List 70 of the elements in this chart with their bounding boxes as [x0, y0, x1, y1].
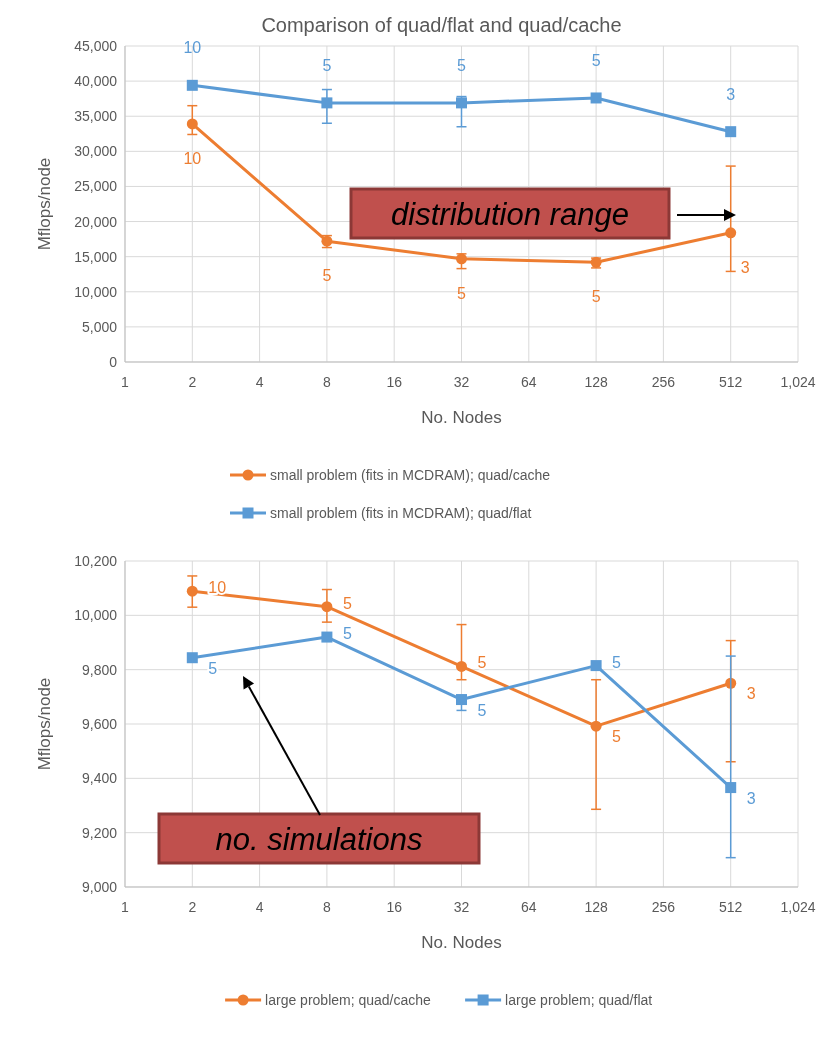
- y-tick-label: 40,000: [74, 73, 118, 90]
- annotation: 5: [342, 594, 352, 612]
- x-axis-title: No. Nodes: [421, 933, 502, 952]
- x-tick-label: 256: [651, 899, 676, 915]
- x-axis-title: No. Nodes: [421, 408, 502, 427]
- annotation: 10: [208, 579, 227, 597]
- x-tick-label: 512: [719, 899, 743, 915]
- y-axis-title: Mflops/node: [35, 157, 54, 251]
- y-tick-label: 5,000: [81, 318, 118, 335]
- annotation: 3: [726, 85, 736, 103]
- x-tick-label: 16: [386, 899, 403, 915]
- y-tick-label: 10,000: [74, 283, 118, 300]
- x-tick-label: 512: [719, 374, 743, 390]
- annotation: 5: [477, 654, 487, 672]
- x-tick-label: 1: [121, 374, 130, 390]
- annotation: 5: [457, 284, 467, 302]
- annotation: 5: [591, 288, 601, 306]
- y-tick-label: 9,000: [81, 879, 118, 895]
- annotation: distribution range: [391, 196, 629, 232]
- y-tick-label: 45,000: [74, 38, 118, 54]
- x-tick-label: 4: [255, 899, 264, 915]
- x-tick-label: 128: [584, 899, 608, 915]
- annotation: 5: [612, 653, 622, 671]
- annotation: 10: [183, 39, 202, 57]
- y-tick-label: 15,000: [74, 248, 118, 265]
- x-tick-label: 1,024: [780, 899, 816, 915]
- x-tick-label: 8: [323, 899, 331, 915]
- y-tick-label: 9,400: [81, 770, 118, 787]
- x-tick-label: 64: [521, 374, 537, 390]
- legend-label: large problem; quad/flat: [505, 992, 653, 1008]
- y-tick-label: 0: [109, 354, 118, 370]
- x-tick-label: 64: [521, 899, 537, 915]
- y-tick-label: 10,200: [74, 553, 118, 569]
- y-tick-label: 35,000: [74, 108, 118, 125]
- y-tick-label: 30,000: [74, 143, 118, 160]
- y-tick-label: 20,000: [74, 213, 118, 230]
- legend-label: large problem; quad/cache: [265, 992, 432, 1008]
- x-tick-label: 2: [188, 899, 197, 915]
- x-tick-label: 128: [584, 374, 608, 390]
- annotation: 3: [746, 685, 756, 703]
- legend-label: small problem (fits in MCDRAM); quad/cache: [270, 467, 551, 483]
- annotation: 5: [208, 659, 218, 677]
- legend-label: small problem (fits in MCDRAM); quad/flat: [270, 505, 532, 521]
- annotation: 5: [322, 267, 332, 285]
- y-axis-title: Mflops/node: [35, 677, 54, 771]
- annotation: 10: [183, 149, 202, 167]
- x-tick-label: 2: [188, 374, 197, 390]
- x-tick-label: 1,024: [780, 374, 816, 390]
- annotation: 5: [342, 625, 352, 643]
- annotation: 5: [457, 56, 467, 74]
- x-tick-label: 32: [453, 374, 470, 390]
- y-tick-label: 10,000: [74, 607, 118, 624]
- y-tick-label: 25,000: [74, 178, 118, 195]
- y-tick-label: 9,200: [81, 824, 118, 841]
- x-tick-label: 8: [323, 374, 331, 390]
- annotation: 5: [591, 51, 601, 69]
- annotation: 5: [477, 701, 487, 719]
- x-tick-label: 1: [121, 899, 130, 915]
- x-tick-label: 4: [255, 374, 264, 390]
- x-tick-label: 16: [386, 374, 403, 390]
- chart-title: Comparison of quad/flat and quad/cache: [261, 14, 622, 36]
- x-tick-label: 32: [453, 899, 470, 915]
- annotation: 5: [322, 56, 332, 74]
- annotation: 5: [612, 728, 622, 746]
- x-tick-label: 256: [651, 374, 676, 390]
- y-tick-label: 9,600: [81, 716, 118, 732]
- y-tick-label: 9,800: [81, 661, 118, 678]
- annotation: no. simulations: [215, 821, 423, 857]
- annotation: 3: [740, 258, 750, 276]
- annotation: 3: [746, 789, 756, 807]
